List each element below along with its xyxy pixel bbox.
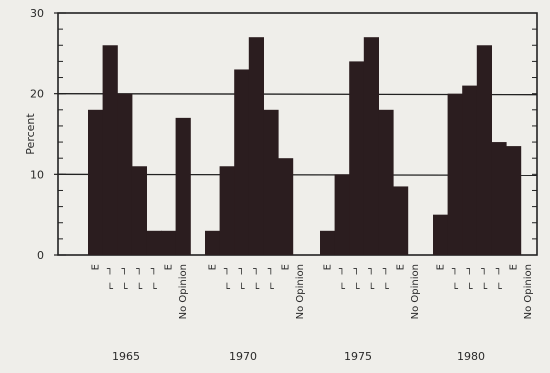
bar [349,61,365,256]
category-tick-mark: ┐ [339,264,345,275]
bar [146,230,162,255]
y-tick-label: 0 [37,249,44,262]
category-tick-mark: └ [354,282,361,295]
category-tick-label: No Opinion [410,264,421,319]
bar [476,45,492,256]
bar [234,69,250,255]
category-tick-mark: ┐ [239,264,245,275]
category-tick-mark: └ [452,282,459,295]
bar [320,230,336,255]
group-label: 1975 [344,350,372,363]
category-tick-label: E [435,264,446,270]
category-tick-label: No Opinion [295,264,306,319]
category-tick-label: E [508,264,519,270]
y-axis-label: Percent [24,113,37,155]
bar [205,230,221,255]
category-tick-mark: ┐ [253,264,259,275]
category-tick-mark: ┐ [107,264,113,275]
bars-layer [88,37,522,256]
bar [219,166,235,255]
category-tick-label: E [280,264,291,270]
category-tick-mark: └ [383,282,390,295]
category-tick-mark: └ [339,282,346,295]
bar [378,109,394,255]
category-tick-mark: ┐ [224,264,230,275]
group-label: 1970 [229,350,257,363]
bar [447,93,463,256]
bar [491,142,507,255]
category-tick-mark: └ [253,282,260,295]
bar [433,214,449,255]
bar [334,174,350,255]
y-tick-label: 20 [30,88,44,101]
labels-layer: 0 10 20 30 Percent E ┐ └ ┐ └ ┐ └ ┐ └ E No Opinion 1965 E ┐… [24,7,534,363]
category-tick-mark: ┐ [481,264,487,275]
bar [278,158,294,255]
bar [363,37,379,256]
plot-frame [57,12,538,256]
bar [175,117,191,255]
bar [462,85,478,255]
category-tick-mark: └ [224,282,231,295]
category-tick-mark: └ [136,282,143,295]
category-tick-mark: └ [122,282,129,295]
category-tick-label: No Opinion [178,264,189,319]
category-tick-mark: └ [107,282,114,295]
group-label: 1980 [457,350,485,363]
category-tick-mark: ┐ [122,264,128,275]
category-tick-mark: └ [151,282,158,295]
bar [263,109,279,255]
category-tick-mark: └ [467,282,474,295]
category-tick-mark: └ [368,282,375,295]
bar [88,109,104,255]
bar [131,166,147,255]
y-tick-label: 10 [30,168,44,181]
category-tick-mark: ┐ [496,264,502,275]
category-tick-mark: ┐ [452,264,458,275]
category-tick-label: E [322,264,333,270]
bar [506,146,522,255]
category-tick-mark: ┐ [354,264,360,275]
category-tick-label: No Opinion [523,264,534,319]
bar [117,93,133,256]
category-tick-mark: └ [268,282,275,295]
category-tick-mark: └ [496,282,503,295]
bar [161,230,177,255]
category-tick-mark: ┐ [268,264,274,275]
bar [102,45,118,256]
category-tick-mark: ┐ [383,264,389,275]
bar [248,37,264,256]
category-tick-mark: ┐ [368,264,374,275]
category-tick-mark: ┐ [151,264,157,275]
category-tick-mark: ┐ [467,264,473,275]
group-label: 1965 [112,350,140,363]
category-tick-mark: └ [239,282,246,295]
y-tick-label: 30 [30,7,44,20]
bar [393,186,409,255]
category-tick-mark: ┐ [136,264,142,275]
category-tick-mark: └ [481,282,488,295]
category-tick-label: E [395,264,406,270]
category-tick-label: E [207,264,218,270]
category-tick-label: E [90,264,101,270]
category-tick-label: E [163,264,174,270]
